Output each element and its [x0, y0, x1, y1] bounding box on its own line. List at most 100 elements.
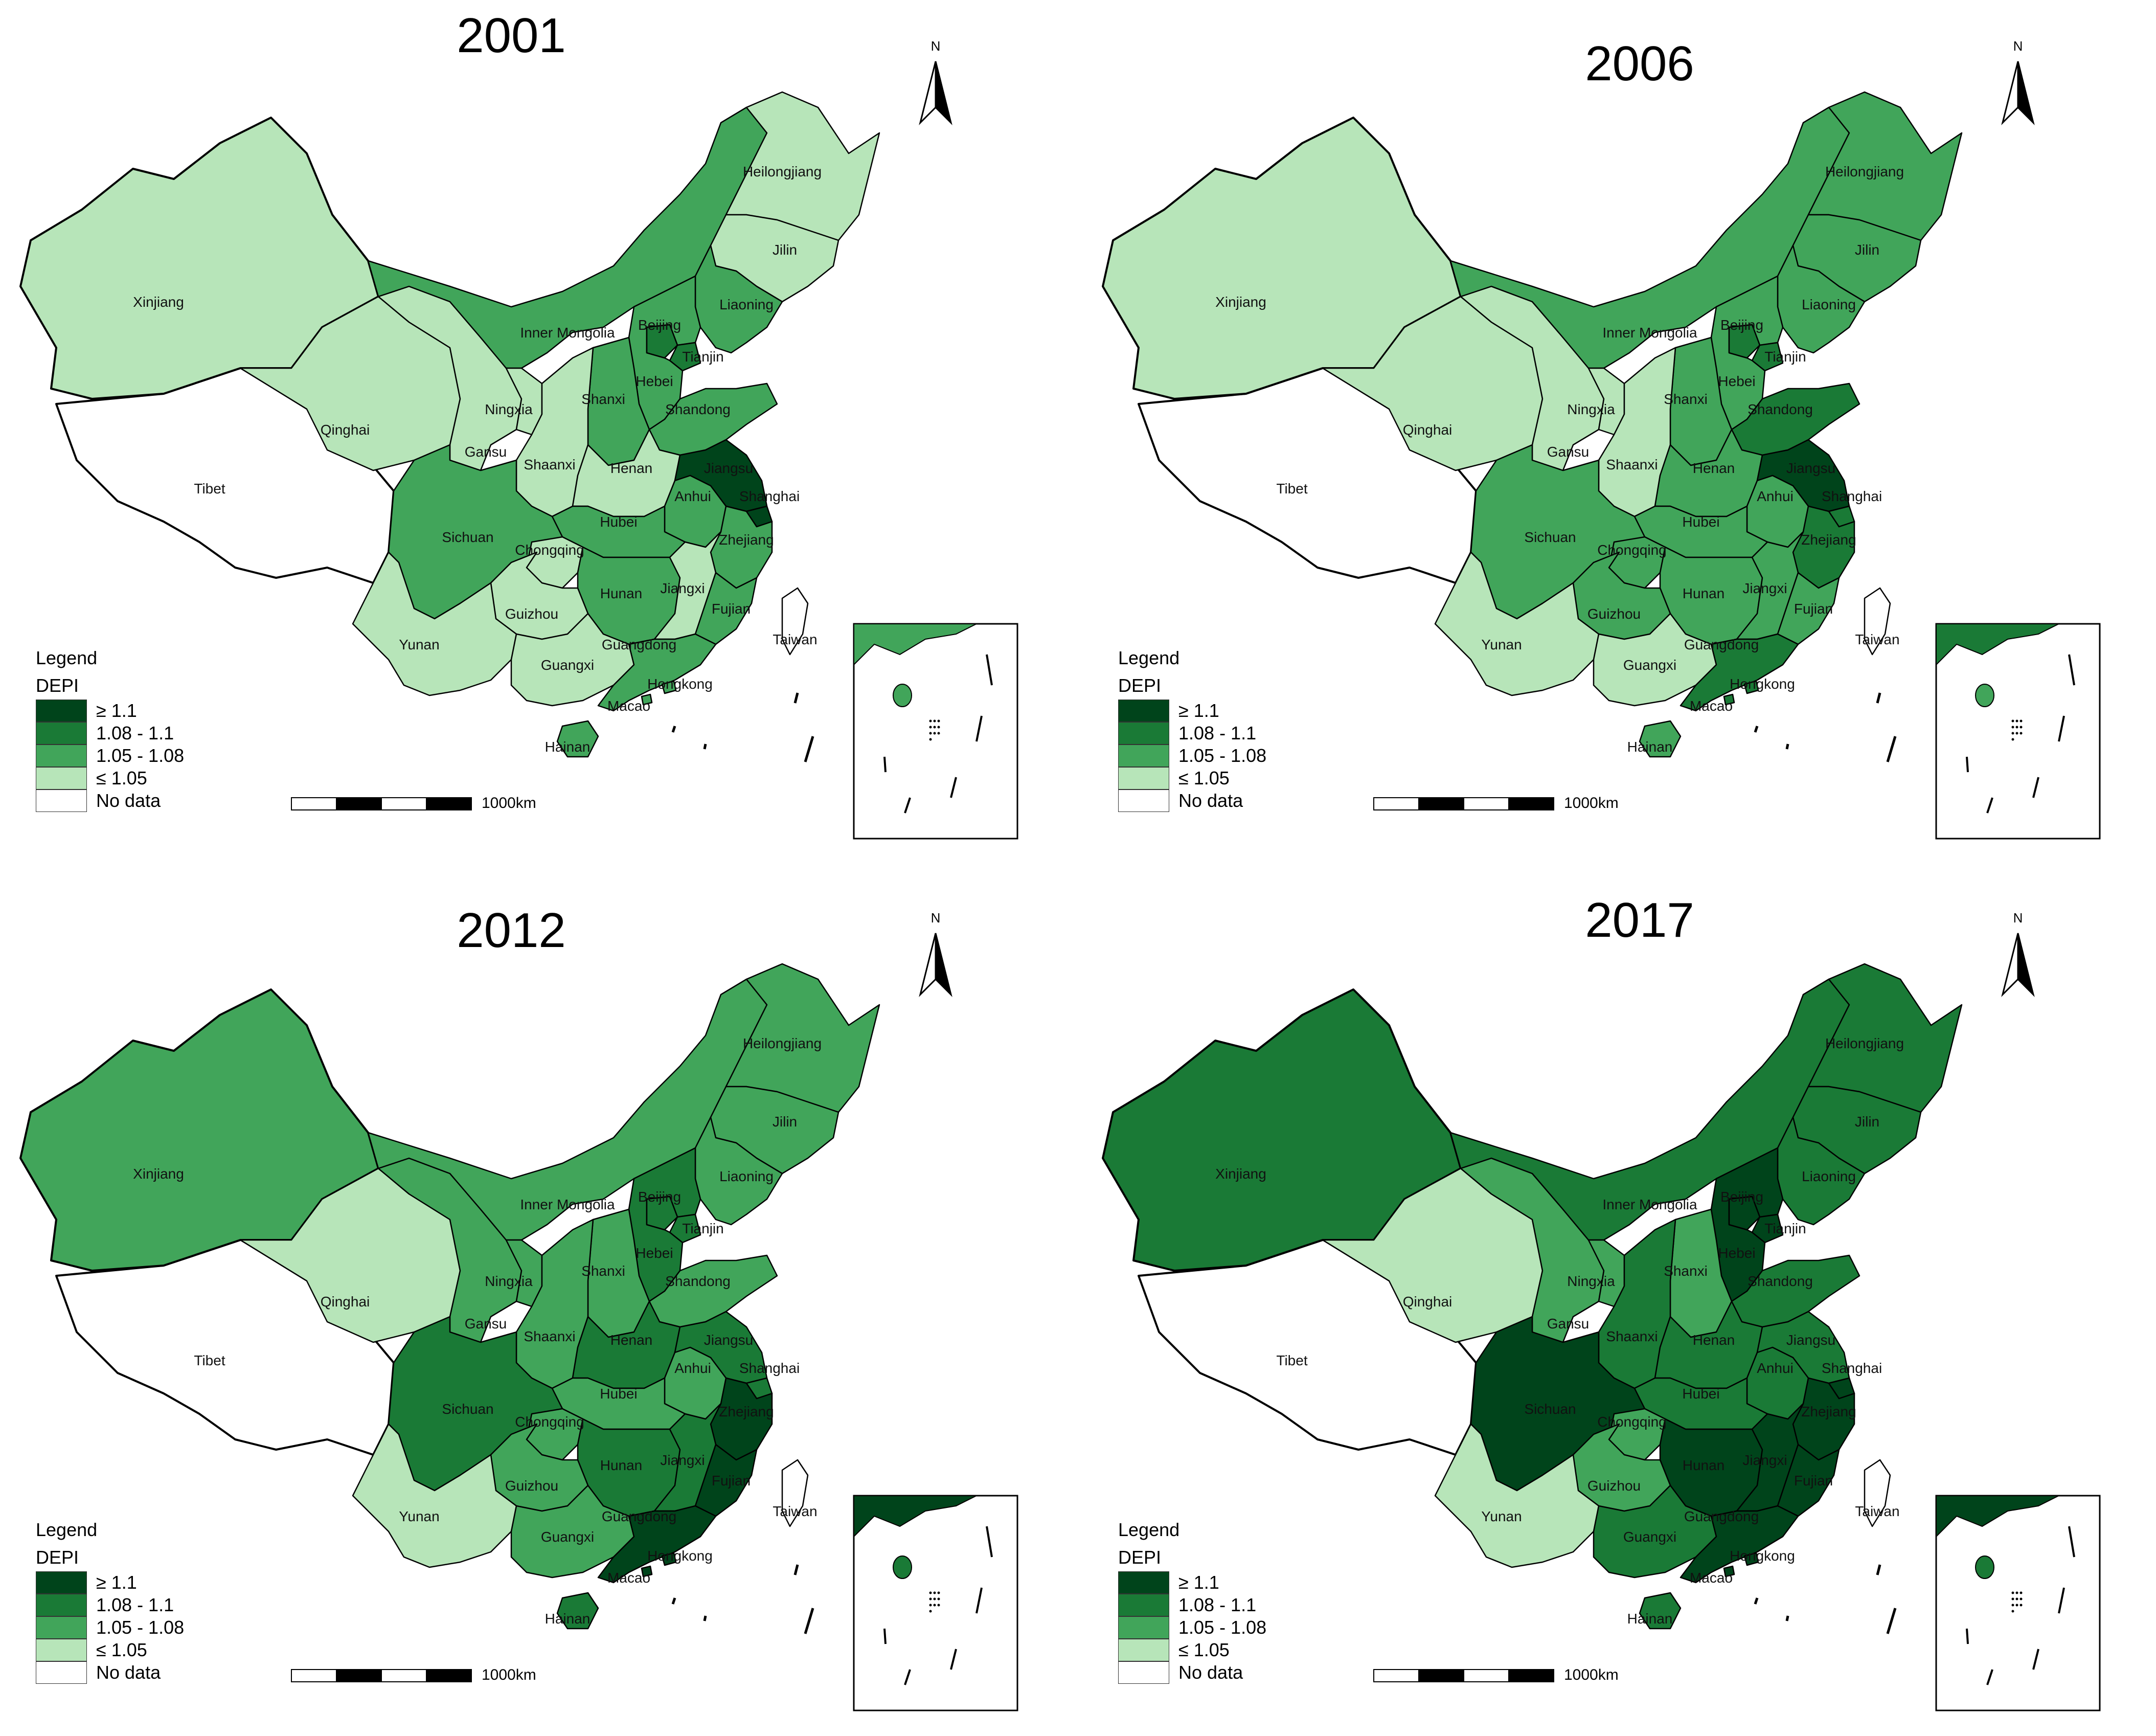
scale-bar-segment — [1373, 1669, 1419, 1682]
province-shanghai-2006 — [1828, 505, 1855, 528]
legend-item: 1.08 - 1.1 — [36, 1594, 184, 1616]
legend-subtitle: DEPI — [36, 1547, 79, 1568]
north-arrow-right — [2017, 933, 2035, 997]
label-jiangxi-2012: Jiangxi — [660, 1452, 705, 1468]
label-sichuan-2017: Sichuan — [1524, 1401, 1576, 1417]
label-anhui-2001: Anhui — [674, 488, 711, 504]
legend-item: 1.05 - 1.08 — [36, 1616, 184, 1639]
label-beijing-2001: Beijing — [638, 317, 681, 333]
province-tianjin-2012 — [669, 1213, 701, 1244]
province-yunan-2012 — [352, 1423, 517, 1568]
label-henan-2012: Henan — [610, 1332, 653, 1348]
scale-bar-segment — [1373, 797, 1419, 810]
label-guangxi-2012: Guangxi — [541, 1529, 594, 1545]
label-hunan-2017: Hunan — [1683, 1457, 1725, 1473]
label-tianjin-2012: Tianjin — [682, 1221, 723, 1236]
label-hebei-2017: Hebei — [1718, 1245, 1755, 1261]
label-macao-2006: Macao — [1690, 698, 1733, 714]
legend-label: ≥ 1.1 — [1178, 1572, 1219, 1593]
inset-island — [937, 1604, 940, 1607]
province-hongkong-2001 — [661, 680, 677, 694]
label-inner-mongolia-2012: Inner Mongolia — [520, 1197, 615, 1212]
inset-island — [2011, 738, 2014, 741]
province-beijing-2001 — [646, 324, 678, 359]
label-yunan-2012: Yunan — [399, 1508, 439, 1524]
legend-item: No data — [1118, 790, 1266, 812]
legend: Legend DEPI ≥ 1.1 1.08 - 1.1 1.05 - 1.08 ≤ 1.… — [36, 1516, 184, 1684]
north-arrow-right — [2017, 61, 2035, 125]
nine-dash-line — [883, 756, 887, 773]
nine-dash-line — [950, 777, 957, 798]
island-dash — [671, 726, 676, 733]
legend-swatch — [1118, 700, 1169, 722]
label-shanghai-2017: Shanghai — [1822, 1360, 1882, 1376]
north-label: N — [931, 38, 941, 54]
label-jilin-2012: Jilin — [773, 1114, 797, 1130]
label-shandong-2012: Shandong — [665, 1273, 731, 1289]
inset-island — [2019, 719, 2023, 723]
scale-label: 1000km — [482, 795, 536, 811]
north-arrow-left — [919, 933, 937, 997]
label-gansu-2012: Gansu — [465, 1316, 507, 1332]
map-panel-2017: Tibet Xinjiang Qinghai Gansu Inner Mongolia H… — [1082, 872, 2156, 1736]
inset-island — [929, 1610, 932, 1613]
inset-island — [937, 1597, 940, 1600]
scale-label: 1000km — [482, 1666, 536, 1683]
inset-island — [2015, 732, 2018, 735]
north-label: N — [931, 910, 941, 926]
legend-label: ≥ 1.1 — [1178, 700, 1219, 721]
label-shanxi-2001: Shanxi — [581, 391, 625, 407]
legend: Legend DEPI ≥ 1.1 1.08 - 1.1 1.05 - 1.08 ≤ 1.… — [36, 644, 184, 812]
label-fujian-2001: Fujian — [712, 601, 751, 617]
north-label: N — [2013, 38, 2023, 54]
legend-item: No data — [36, 1661, 184, 1684]
label-shanxi-2006: Shanxi — [1664, 391, 1708, 407]
label-qinghai-2017: Qinghai — [1403, 1294, 1453, 1310]
label-ningxia-2012: Ningxia — [485, 1273, 533, 1289]
legend-item: ≥ 1.1 — [1118, 700, 1266, 722]
legend-label: 1.08 - 1.1 — [96, 1594, 174, 1615]
map-svg-2012: Tibet Xinjiang Qinghai Gansu Inner Mongolia H… — [19, 933, 1018, 1711]
legend-swatch — [1118, 790, 1169, 812]
legend-label: 1.08 - 1.1 — [96, 723, 174, 743]
province-yunan-2001 — [352, 551, 517, 696]
map-panel-2006: Tibet Xinjiang Qinghai Gansu Inner Mongolia H… — [1082, 0, 2156, 864]
legend-label: 1.05 - 1.08 — [96, 745, 185, 766]
inset-island — [2011, 719, 2014, 723]
island-dash — [671, 1597, 676, 1605]
label-zhejiang-2001: Zhejiang — [719, 532, 774, 548]
inset-island — [937, 726, 940, 729]
label-shaanxi-2006: Shaanxi — [1606, 457, 1658, 472]
label-hongkong-2001: Hongkong — [647, 676, 713, 692]
inset-island — [2015, 1591, 2018, 1594]
label-hubei-2001: Hubei — [600, 514, 637, 530]
province-taiwan-2006 — [1864, 587, 1891, 656]
label-liaoning-2012: Liaoning — [719, 1168, 774, 1184]
inset-island — [2011, 1591, 2014, 1594]
province-taiwan-2017 — [1864, 1459, 1891, 1527]
label-tianjin-2017: Tianjin — [1764, 1221, 1806, 1236]
label-jiangxi-2001: Jiangxi — [660, 580, 705, 596]
nine-dash-line — [986, 654, 993, 686]
label-hunan-2012: Hunan — [600, 1457, 643, 1473]
province-yunan-2017 — [1434, 1423, 1600, 1568]
inset-hainan — [1975, 1555, 1994, 1579]
label-chongqing-2017: Chongqing — [1597, 1414, 1666, 1430]
label-qinghai-2012: Qinghai — [321, 1294, 370, 1310]
legend-swatch — [36, 790, 87, 812]
legend-item: ≤ 1.05 — [36, 767, 184, 790]
inset-island — [2019, 726, 2023, 729]
legend-item: 1.05 - 1.08 — [1118, 1616, 1266, 1639]
label-shanghai-2006: Shanghai — [1822, 488, 1882, 504]
legend-label: 1.08 - 1.1 — [1178, 1594, 1257, 1615]
inset-island — [2015, 719, 2018, 723]
province-hainan-2012 — [556, 1592, 599, 1630]
nine-dash-line — [2032, 1649, 2039, 1670]
label-shanxi-2012: Shanxi — [581, 1263, 625, 1279]
label-liaoning-2017: Liaoning — [1802, 1168, 1856, 1184]
label-tibet-2001: Tibet — [194, 481, 225, 497]
label-zhejiang-2017: Zhejiang — [1801, 1404, 1856, 1419]
scale-bar-segment — [1418, 797, 1464, 810]
island-dash — [1876, 692, 1881, 704]
legend-label: ≤ 1.05 — [96, 768, 147, 788]
